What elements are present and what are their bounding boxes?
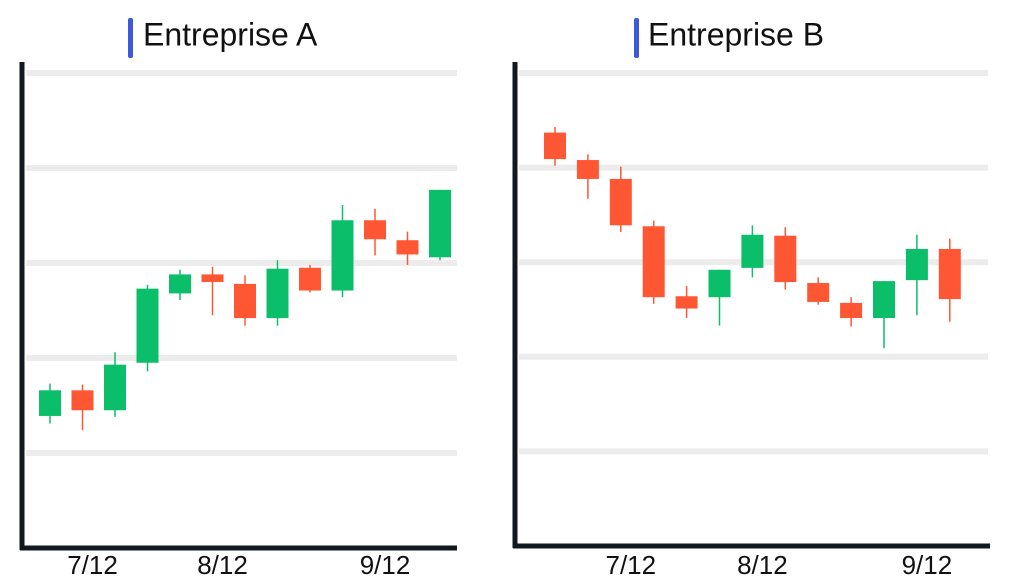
- candle-body: [675, 296, 698, 309]
- candle-body: [234, 283, 256, 319]
- x-tick-label: 7/12: [67, 550, 118, 580]
- candle-body: [807, 283, 830, 302]
- title-marker: [128, 18, 133, 58]
- x-tick-label: 8/12: [737, 550, 788, 580]
- candle-body: [71, 390, 94, 411]
- x-tick-label: 8/12: [197, 550, 248, 580]
- candle-body: [576, 160, 599, 179]
- x-tick-label: 9/12: [360, 550, 411, 580]
- candle-body: [938, 248, 961, 300]
- candle-body: [905, 248, 928, 281]
- candle-body: [266, 268, 289, 319]
- candle-body: [364, 220, 386, 240]
- candle-body: [840, 302, 863, 319]
- candle-body: [429, 189, 451, 258]
- candle-body: [331, 220, 354, 291]
- candle-body: [609, 178, 632, 226]
- candle-body: [544, 132, 566, 160]
- candle-body: [169, 274, 191, 294]
- x-tick-label: 9/12: [902, 550, 953, 580]
- chart-title: Entreprise B: [648, 16, 824, 52]
- candle-body: [642, 226, 665, 298]
- candle-body: [299, 267, 321, 291]
- candle-body: [396, 240, 419, 255]
- candle-body: [774, 235, 797, 283]
- candle-body: [39, 390, 61, 416]
- candle-body: [104, 364, 126, 411]
- candle-body: [741, 234, 764, 268]
- candle-body: [708, 269, 731, 298]
- candle-body: [873, 281, 895, 319]
- x-tick-label: 7/12: [605, 550, 656, 580]
- candle-body: [136, 288, 159, 363]
- candle-body: [201, 274, 224, 282]
- chart-title: Entreprise A: [143, 16, 318, 52]
- title-marker: [634, 18, 639, 58]
